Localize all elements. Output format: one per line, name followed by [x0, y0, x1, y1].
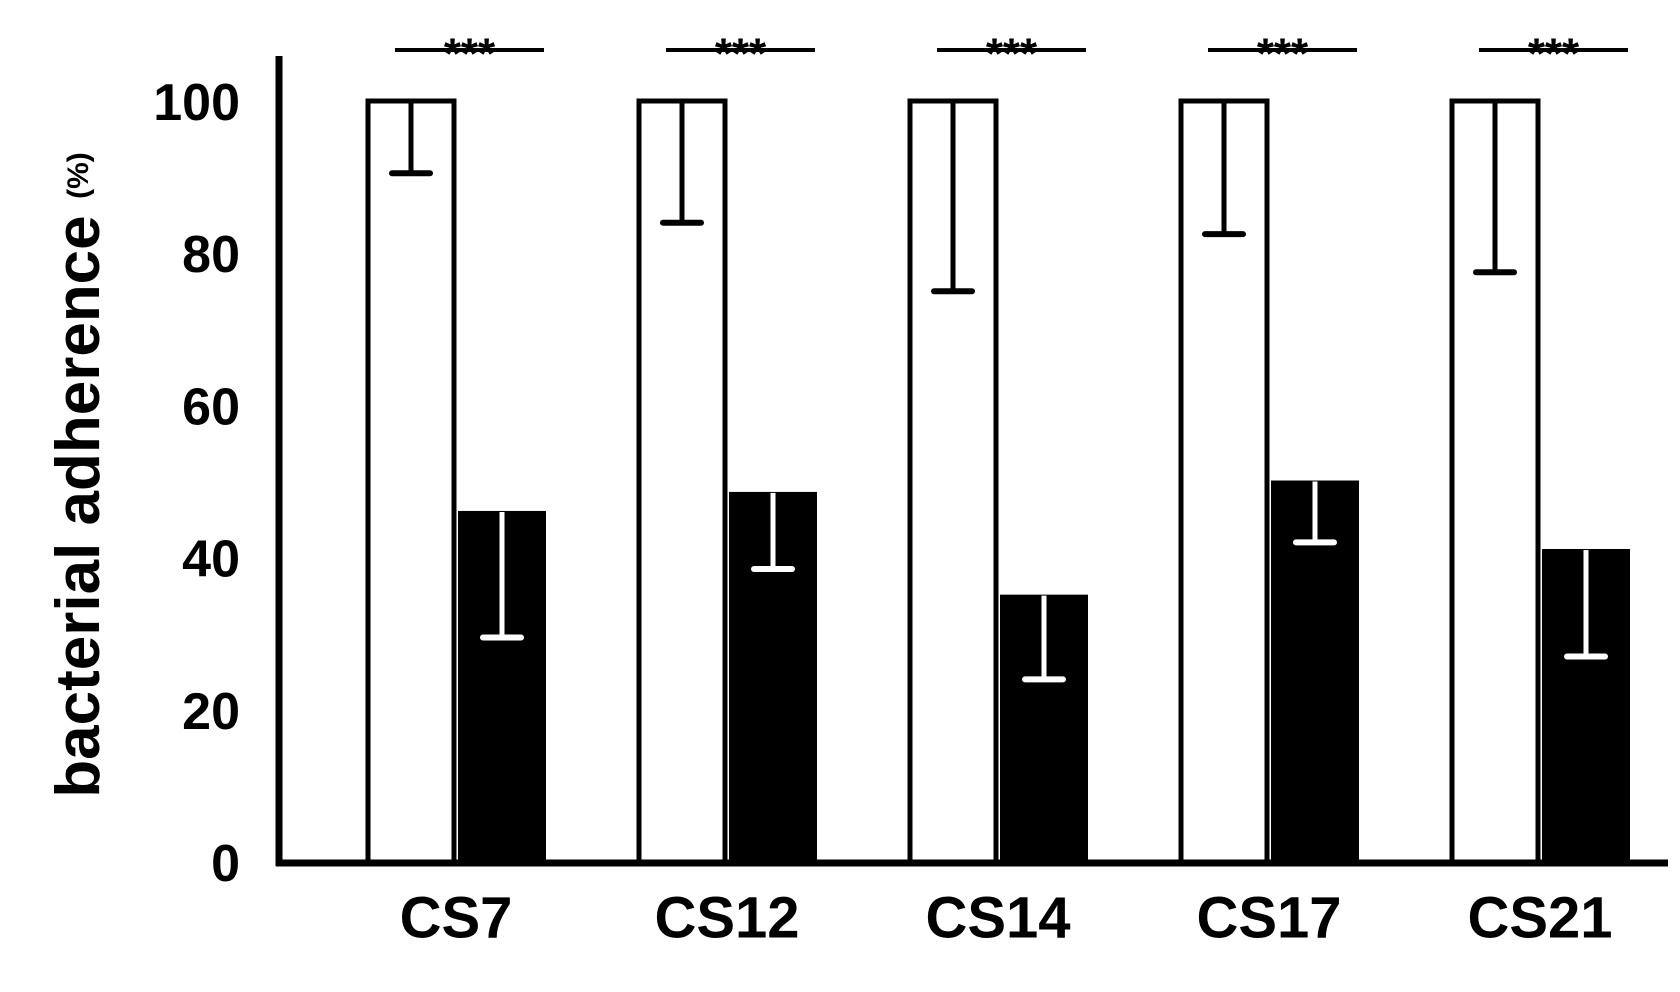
significance-stars: *** [1528, 30, 1580, 79]
significance-stars: *** [986, 30, 1038, 79]
y-tick-label: 80 [182, 226, 240, 284]
x-tick-label-cs17: CS17 [1196, 886, 1341, 951]
significance-stars: *** [715, 30, 767, 79]
y-axis-unit: (%) [62, 152, 95, 199]
svg-text:bacterial adherence (%: bacterial adherence (%) [44, 152, 113, 798]
y-tick-label: 60 [182, 378, 240, 436]
y-tick-label: 40 [182, 531, 240, 589]
y-axis-label: bacterial adherence [44, 215, 113, 797]
x-tick-label-cs7: CS7 [400, 886, 513, 951]
y-tick-label: 20 [182, 683, 240, 741]
y-tick-label: 100 [153, 74, 240, 132]
x-tick-label-cs21: CS21 [1467, 886, 1612, 951]
bar-cs7-series-1 [365, 98, 457, 865]
significance-annotations: *** *** *** *** *** [395, 30, 1628, 79]
x-tick-label-cs12: CS12 [654, 886, 799, 951]
bar-cs14-series-1 [907, 98, 999, 865]
x-tick-labels: CS7 CS12 CS14 CS17 CS21 [400, 886, 1613, 951]
y-ticks: 0 20 40 60 80 100 [153, 74, 240, 893]
significance-stars: *** [1257, 30, 1309, 79]
error-bars [389, 101, 1608, 683]
bar-cs12-series-1 [636, 98, 728, 865]
y-tick-label: 0 [211, 835, 240, 893]
significance-stars: *** [444, 30, 496, 79]
x-tick-label-cs14: CS14 [925, 886, 1070, 951]
bars [365, 98, 1630, 865]
